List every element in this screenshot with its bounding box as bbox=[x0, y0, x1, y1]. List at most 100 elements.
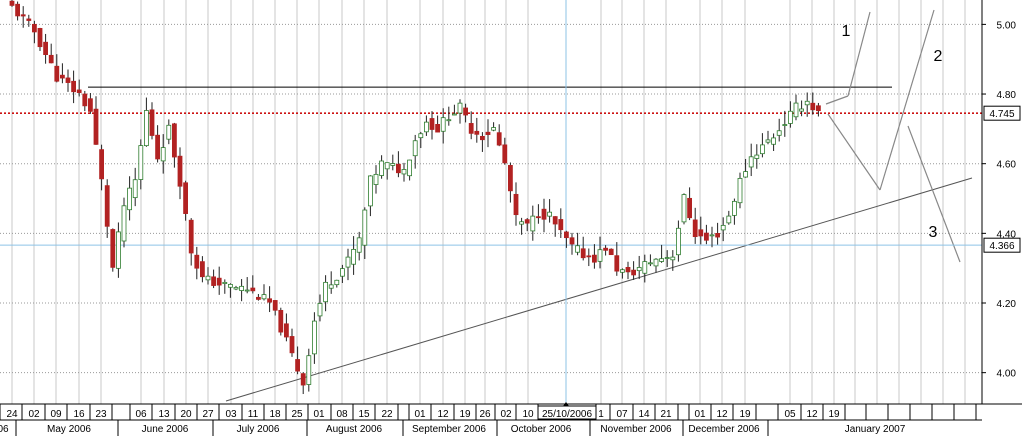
candle-body-12 bbox=[76, 89, 82, 93]
x-day-label-11: 18 bbox=[269, 409, 281, 420]
candle-body-27 bbox=[160, 147, 166, 162]
candle-body-78 bbox=[446, 119, 452, 122]
current-price-tag bbox=[983, 105, 1021, 121]
candle-body-17 bbox=[104, 185, 110, 227]
candle-body-47 bbox=[272, 300, 278, 311]
candle-body-60 bbox=[345, 256, 351, 268]
projection-1b bbox=[847, 11, 871, 97]
candle-body-29 bbox=[171, 123, 177, 158]
x-day-label-0: 24 bbox=[6, 409, 18, 420]
y-axis-panel bbox=[982, 0, 1022, 404]
candle-body-77 bbox=[440, 117, 446, 132]
candle-body-57 bbox=[328, 284, 334, 289]
candle-body-100 bbox=[569, 237, 575, 245]
candle-body-136 bbox=[771, 137, 776, 145]
current-price-label: 4.745 bbox=[989, 109, 1014, 120]
candle-body-5 bbox=[37, 28, 43, 48]
x-month-label-9: January 2007 bbox=[845, 424, 906, 435]
candle-body-8 bbox=[54, 65, 60, 82]
candle-body-54 bbox=[311, 320, 317, 355]
candle-body-79 bbox=[451, 113, 457, 116]
candle-body-133 bbox=[754, 154, 760, 159]
trend-lines bbox=[0, 0, 982, 404]
candle-body-115 bbox=[653, 258, 659, 267]
candle-body-51 bbox=[295, 359, 301, 372]
candle-body-28 bbox=[166, 124, 172, 140]
y-tick-label-2: 4.40 bbox=[997, 229, 1017, 240]
candle-body-1 bbox=[15, 3, 21, 17]
candle-body-69 bbox=[395, 163, 401, 174]
candle-body-111 bbox=[631, 269, 636, 276]
x-month-label-6: October 2006 bbox=[511, 424, 572, 435]
candle-body-43 bbox=[250, 287, 256, 292]
candle-body-108 bbox=[614, 255, 620, 272]
candle-body-81 bbox=[463, 107, 469, 116]
x-day-label-32: 12 bbox=[806, 409, 818, 420]
candle-body-117 bbox=[664, 257, 670, 259]
candle-body-91 bbox=[519, 221, 524, 225]
x-month-label-4: August 2006 bbox=[326, 424, 383, 435]
candle-body-6 bbox=[43, 41, 48, 56]
projection-2b bbox=[879, 9, 935, 191]
candle-body-120 bbox=[681, 194, 687, 223]
candle-body-101 bbox=[575, 245, 580, 253]
candle-body-46 bbox=[267, 298, 273, 303]
x-day-label-19: 19 bbox=[459, 409, 471, 420]
x-month-label-0: 06 bbox=[0, 424, 9, 435]
cursor-date-marker bbox=[563, 402, 569, 406]
candle-body-107 bbox=[608, 248, 614, 256]
candle-body-58 bbox=[334, 279, 340, 286]
candle-body-0 bbox=[9, 0, 15, 6]
candle-body-104 bbox=[592, 254, 597, 263]
candle-body-130 bbox=[737, 178, 743, 204]
x-day-label-15: 15 bbox=[358, 409, 370, 420]
candle-body-7 bbox=[48, 54, 54, 64]
candle-body-40 bbox=[233, 287, 239, 290]
candle-body-109 bbox=[620, 269, 625, 273]
cursor-date-label: 25/10/2006 bbox=[542, 409, 592, 420]
candle-body-144 bbox=[816, 105, 821, 112]
candle-body-76 bbox=[435, 124, 441, 133]
candle-body-94 bbox=[536, 216, 541, 219]
x-day-label-13: 01 bbox=[313, 409, 325, 420]
x-day-label-1: 02 bbox=[28, 409, 40, 420]
candle-body-134 bbox=[760, 144, 765, 155]
candle-body-135 bbox=[765, 139, 771, 143]
candle-body-22 bbox=[132, 179, 138, 199]
candle-body-102 bbox=[580, 248, 586, 259]
candle-body-75 bbox=[429, 118, 435, 130]
candle-body-84 bbox=[479, 135, 485, 141]
candle-body-126 bbox=[715, 233, 720, 238]
candle-body-137 bbox=[776, 130, 782, 136]
candle-body-36 bbox=[211, 276, 217, 286]
candle-body-11 bbox=[71, 80, 76, 93]
x-day-label-20: 26 bbox=[479, 409, 491, 420]
candle-body-53 bbox=[306, 355, 312, 385]
projection-1a bbox=[825, 95, 849, 105]
candle-body-52 bbox=[300, 373, 306, 386]
candle-body-83 bbox=[474, 130, 480, 135]
projection-3 bbox=[907, 125, 961, 263]
candle-body-41 bbox=[239, 285, 245, 291]
candle-body-16 bbox=[99, 149, 104, 180]
candle-body-82 bbox=[468, 123, 474, 134]
candle-body-2 bbox=[20, 14, 26, 17]
candle-body-95 bbox=[541, 208, 547, 220]
x-day-label-18: 12 bbox=[437, 409, 449, 420]
candle-body-42 bbox=[244, 289, 250, 292]
candle-body-68 bbox=[390, 163, 396, 166]
y-tick-label-4: 4.80 bbox=[997, 90, 1017, 101]
candle-body-21 bbox=[127, 187, 132, 211]
candle-body-25 bbox=[149, 109, 155, 136]
candle-body-37 bbox=[216, 277, 222, 286]
candle-body-90 bbox=[513, 193, 519, 216]
candle-body-87 bbox=[496, 132, 502, 146]
y-tick-label-1: 4.20 bbox=[997, 299, 1017, 310]
x-day-label-28: 01 bbox=[694, 409, 706, 420]
candle-body-106 bbox=[603, 247, 608, 251]
candle-body-80 bbox=[457, 102, 463, 114]
candle-body-127 bbox=[720, 224, 726, 231]
candle-body-139 bbox=[788, 110, 793, 124]
candle-body-30 bbox=[177, 155, 183, 187]
candle-body-105 bbox=[597, 249, 603, 262]
